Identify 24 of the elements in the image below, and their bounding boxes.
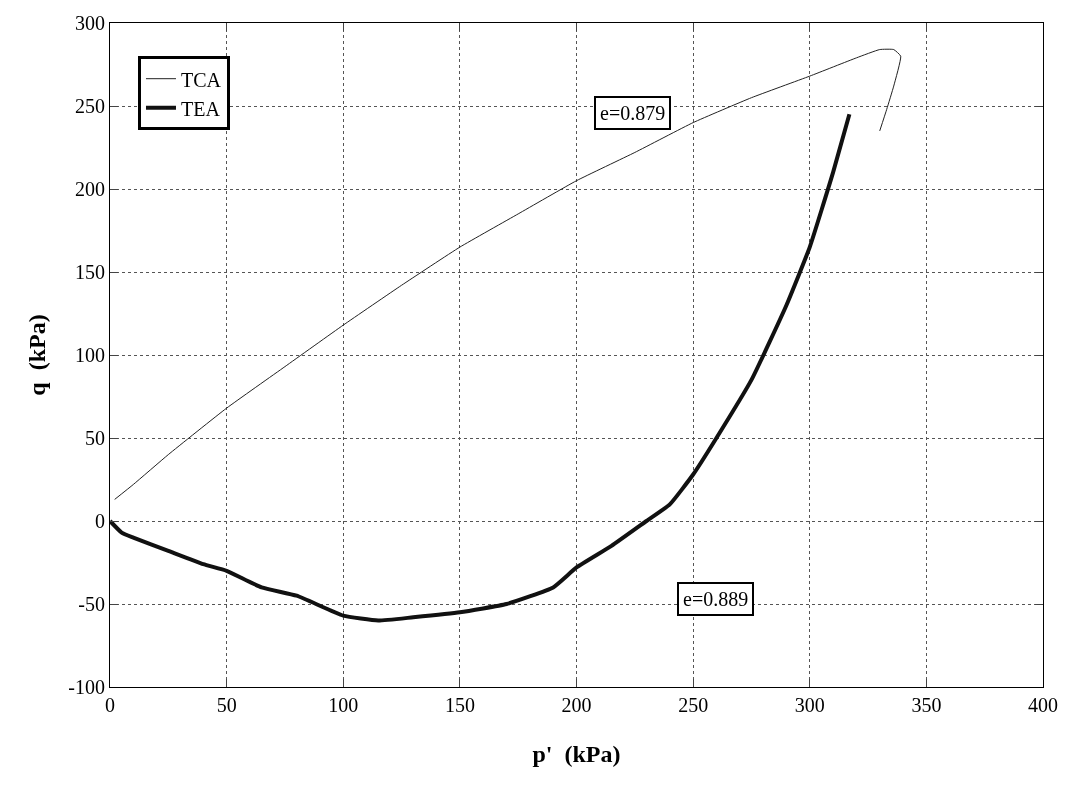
y-tick-label: 50	[85, 427, 105, 449]
y-tick-label: -50	[78, 593, 105, 615]
y-tick-label: 250	[75, 95, 105, 117]
x-tick-label: 50	[216, 694, 237, 716]
x-tick-label: 150	[444, 694, 475, 716]
x-tick-label: 250	[678, 694, 709, 716]
x-axis-title: p' (kPa)	[532, 741, 621, 768]
legend-label: TCA	[180, 68, 222, 91]
x-tick-label: 400	[1028, 694, 1058, 716]
y-tick-label: 300	[75, 12, 105, 34]
x-tick-label: 350	[911, 694, 942, 716]
y-tick-label: -100	[68, 676, 105, 698]
y-tick-label: 100	[75, 344, 105, 366]
y-tick-label: 0	[95, 510, 105, 532]
x-tick-label: 300	[794, 694, 825, 716]
x-tick-label: 100	[328, 694, 359, 716]
x-tick-label: 200	[561, 694, 592, 716]
y-tick-label: 150	[75, 261, 105, 283]
y-axis-title: q (kPa)	[24, 314, 51, 396]
y-tick-label: 200	[75, 178, 105, 200]
legend-label: TEA	[180, 97, 221, 120]
annotation: e=0.889	[683, 588, 749, 610]
annotation: e=0.879	[600, 102, 666, 124]
line-series	[114, 48, 902, 500]
